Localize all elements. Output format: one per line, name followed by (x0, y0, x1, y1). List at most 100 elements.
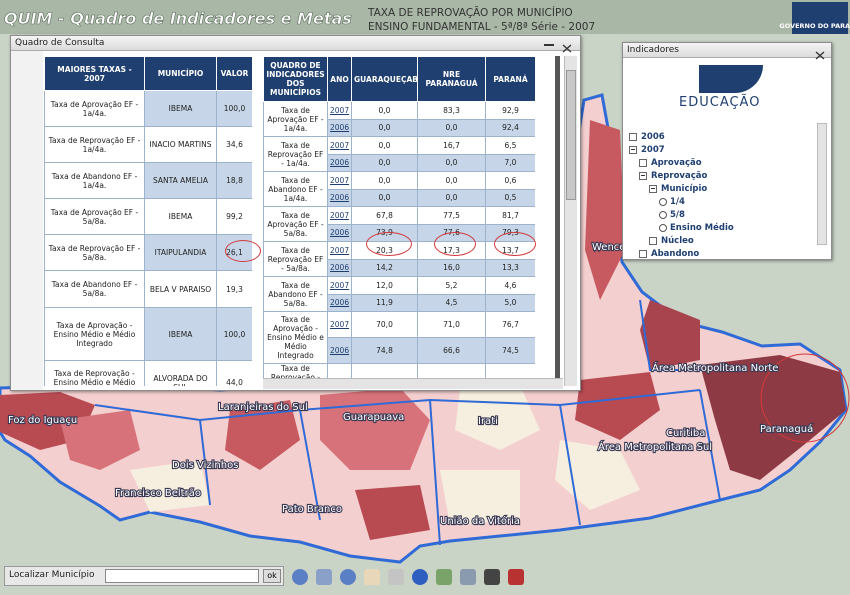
tree-node[interactable]: Abandono (629, 248, 734, 261)
tree-label: Reprovação (651, 171, 708, 181)
municipio-cell: BELA V PARAISO (144, 270, 217, 308)
vertical-scrollbar[interactable] (564, 56, 577, 386)
table-row: 2006 0,0 0,0 92,4 (264, 118, 535, 137)
value-cell: 74,8 (351, 337, 418, 364)
year-link[interactable]: 2006 (327, 337, 352, 364)
year-link[interactable]: 2006 (327, 223, 352, 242)
tree-label: Município (661, 184, 708, 194)
search-input[interactable] (105, 569, 259, 583)
scroll-thumb[interactable] (566, 70, 576, 200)
print-tool[interactable] (460, 569, 476, 585)
value-cell: 0,0 (351, 188, 418, 207)
year-link[interactable]: 2007 (327, 276, 352, 295)
year-link[interactable]: 2006 (327, 153, 352, 172)
toolbar: Localizar Município ok (0, 563, 850, 595)
minimize-button[interactable] (544, 38, 554, 46)
header-cell: MUNICÍPIO (144, 56, 217, 91)
year-link[interactable]: 2007 (327, 311, 352, 338)
app-title: QUIM - Quadro de Indicadores e Metas (4, 9, 352, 28)
pan-tool[interactable] (364, 569, 380, 585)
radio-button[interactable] (659, 197, 667, 206)
year-link[interactable]: 2007 (327, 206, 352, 225)
expander[interactable] (629, 145, 637, 154)
table-row: 2006 0,0 0,0 7,0 (264, 153, 535, 172)
municipio-cell: SANTA AMELIA (144, 162, 217, 199)
value-cell: 14,5 (417, 363, 486, 378)
expander[interactable] (639, 158, 647, 167)
expander[interactable] (649, 236, 657, 245)
highlight-circle (494, 232, 536, 256)
tree-node[interactable]: 2007 (629, 144, 734, 157)
exit-tool[interactable] (508, 569, 524, 585)
erase-tool[interactable] (388, 569, 404, 585)
value-cell: 92,4 (485, 118, 535, 137)
table-row: Taxa de Abandono EF - 5a/8a. BELA V PARAI… (44, 270, 252, 308)
tree-scrollbar[interactable] (817, 123, 827, 245)
municipio-cell: IBEMA (144, 90, 217, 127)
value-cell: 0,0 (417, 118, 486, 137)
indicator-cell: Taxa de Reprovação - Ensino Médio e Médi… (263, 363, 328, 378)
year-link[interactable]: 2006 (327, 188, 352, 207)
map-label: Laranjeiras do Sul (218, 402, 308, 413)
indicator-cell: Taxa de Reprovação EF - 1a/4a. (44, 126, 145, 163)
search-bar: Localizar Município ok (4, 566, 284, 586)
map-label: Paranaguá (760, 423, 813, 435)
expander[interactable] (639, 171, 647, 180)
expander-minus (641, 175, 645, 176)
municipio-cell: INACIO MARTINS (144, 126, 217, 163)
horizontal-scrollbar[interactable] (263, 378, 563, 389)
indicator-cell: Taxa de Reprovação EF - 5a/8a. (44, 234, 145, 271)
value-cell: 66,6 (417, 337, 486, 364)
year-link[interactable]: 2007 (327, 136, 352, 155)
map-label: União da Vitória (440, 515, 520, 527)
year-link[interactable]: 2007 (327, 241, 352, 260)
value-cell: 83,3 (417, 101, 486, 120)
year-link[interactable]: 2007 (327, 171, 352, 190)
header-cell: PARANÁ (485, 56, 535, 102)
tree-node[interactable]: Reprovação (629, 170, 734, 183)
year-link[interactable]: 2007 (327, 363, 352, 378)
map-subtitle: ENSINO FUNDAMENTAL - 5ª/8ª Série - 2007 (368, 21, 595, 33)
legend-tool[interactable] (436, 569, 452, 585)
map-label: Área Metropolitana Norte (652, 361, 778, 374)
table-row: Taxa de Abandono EF - 5a/8a. 2007 12,0 5,2 4… (263, 276, 535, 312)
tree-node[interactable]: Aprovação (629, 157, 734, 170)
value-cell: 0,0 (351, 101, 418, 120)
value-cell: 71,0 (417, 311, 486, 338)
tree-node[interactable]: Núcleo (629, 235, 734, 248)
expander[interactable] (649, 184, 657, 193)
tree-node[interactable]: 1/4 (629, 196, 734, 209)
indicator-cell: Taxa de Aprovação - Ensino Médio e Médio… (44, 307, 145, 361)
expander-minus (631, 149, 635, 150)
indicator-cell: Taxa de Abandono EF - 5a/8a. (263, 276, 328, 312)
tree-node[interactable]: 2006 (629, 131, 734, 144)
close-button[interactable] (562, 38, 572, 53)
zoom-in-tool[interactable] (292, 569, 308, 585)
expander[interactable] (639, 249, 647, 258)
tree-node[interactable]: Ensino Médio (629, 222, 734, 235)
radio-button[interactable] (659, 223, 667, 232)
tree-node[interactable]: Município (629, 183, 734, 196)
expander[interactable] (629, 132, 637, 141)
year-link[interactable]: 2006 (327, 293, 352, 312)
ok-button[interactable]: ok (263, 569, 281, 583)
highlight-circle (366, 232, 412, 256)
indicator-cell: Taxa de Aprovação EF - 5a/8a. (44, 198, 145, 235)
close-button[interactable] (815, 45, 825, 60)
year-link[interactable]: 2006 (327, 118, 352, 137)
value-cell: 0,0 (417, 153, 486, 172)
year-link[interactable]: 2007 (327, 101, 352, 120)
value-cell: 74,5 (485, 337, 535, 364)
value-cell: 13,3 (485, 258, 535, 277)
layers-tool[interactable] (484, 569, 500, 585)
zoom-out-tool[interactable] (340, 569, 356, 585)
value-cell: 14,2 (351, 258, 418, 277)
tree-node[interactable]: 5/8 (629, 209, 734, 222)
value-cell: 11,9 (351, 363, 418, 378)
zoom-box-tool[interactable] (316, 569, 332, 585)
info-tool[interactable] (412, 569, 428, 585)
indicator-cell: Taxa de Reprovação EF - 5a/8a. (263, 241, 328, 277)
year-link[interactable]: 2006 (327, 258, 352, 277)
radio-button[interactable] (659, 210, 667, 219)
